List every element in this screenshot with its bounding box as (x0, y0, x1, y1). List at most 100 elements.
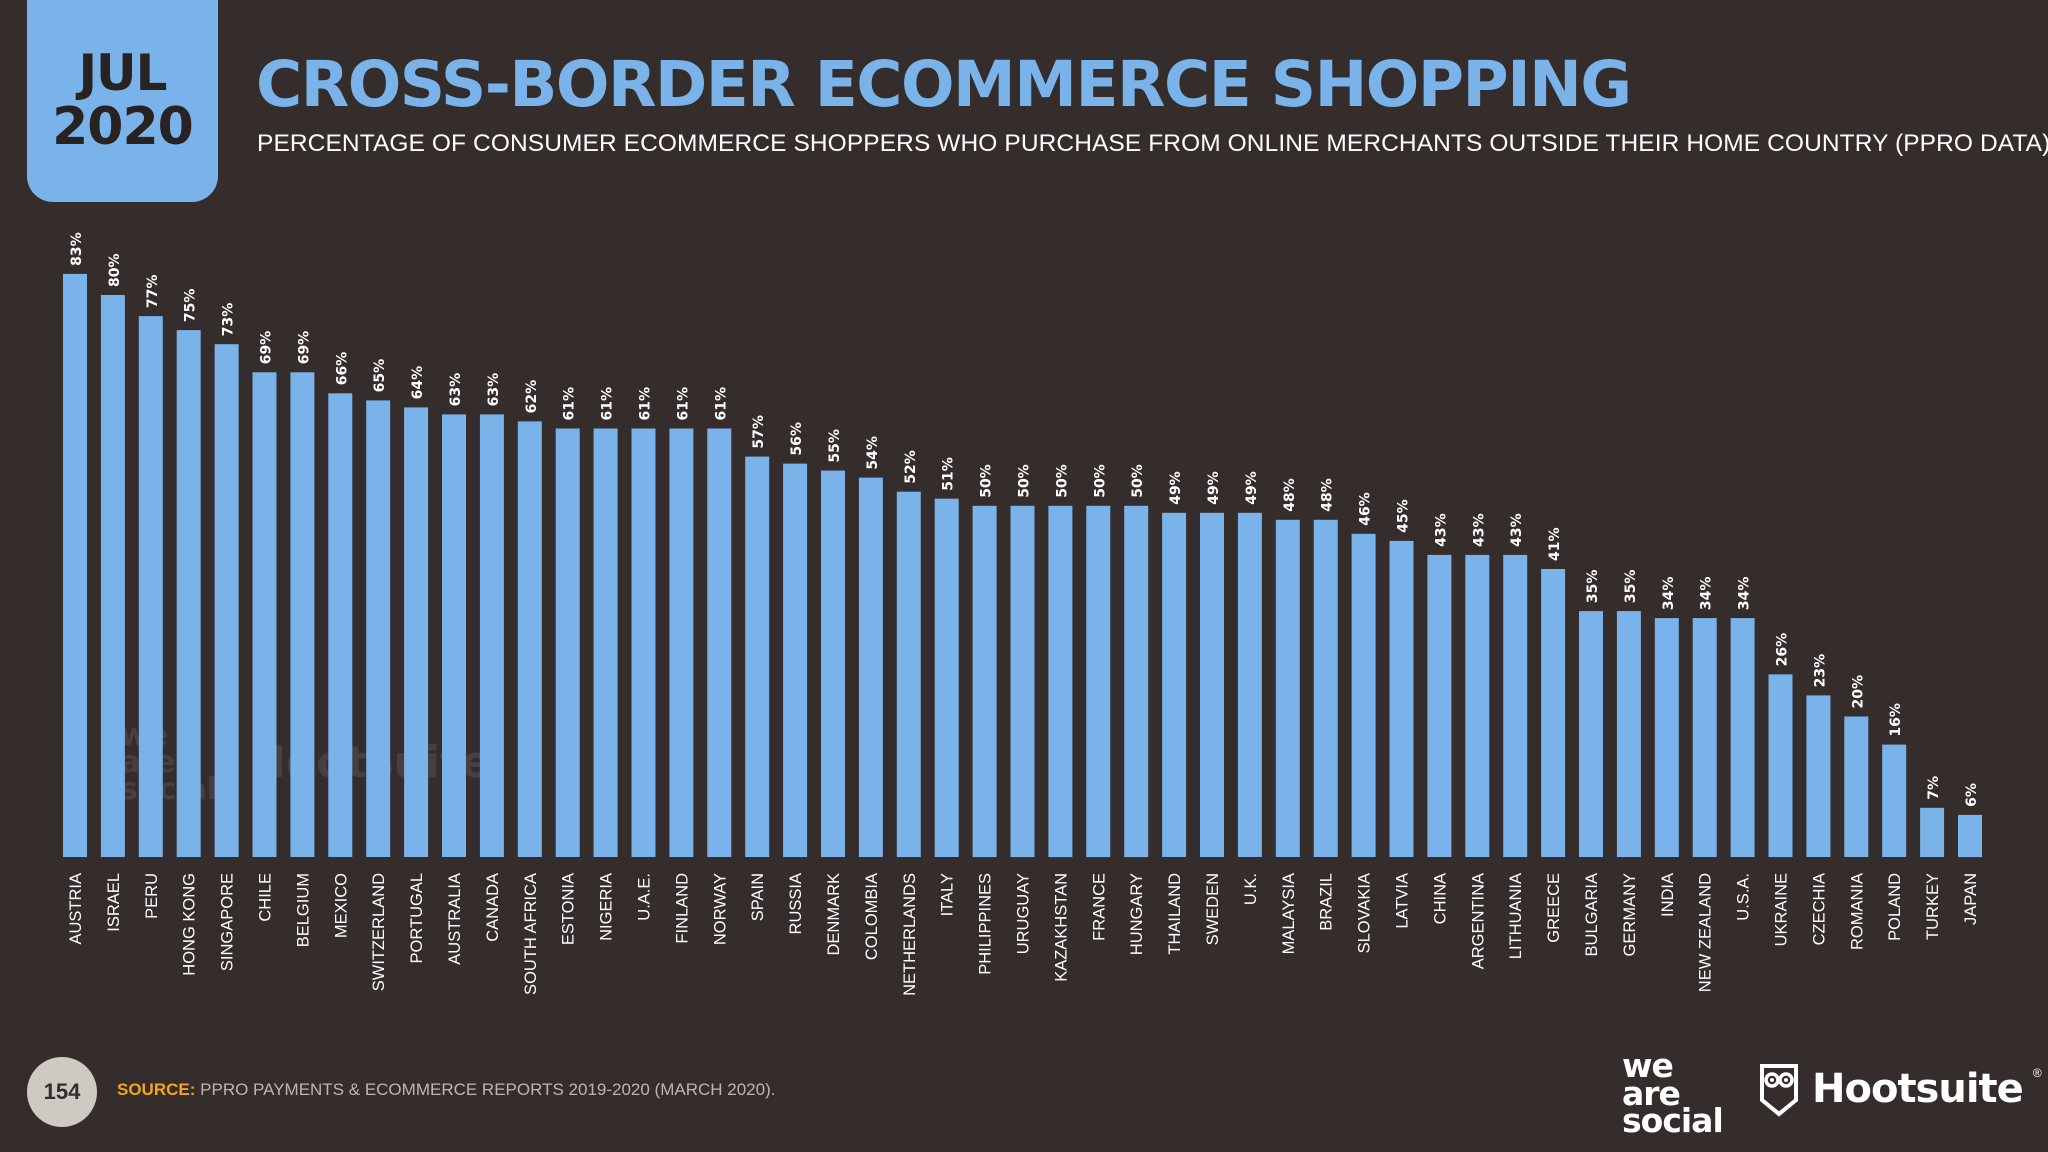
bar-chile (252, 372, 277, 857)
category-label: PORTUGAL (408, 873, 426, 963)
value-label: 62% (524, 380, 540, 414)
category-label: CANADA (484, 873, 502, 942)
bar-romania (1844, 716, 1869, 857)
value-label: 49% (1168, 471, 1184, 505)
value-label: 49% (1206, 471, 1222, 505)
date-badge: JUL 2020 (27, 0, 218, 202)
bar-bulgaria (1579, 611, 1603, 857)
category-label: NETHERLANDS (901, 873, 919, 996)
category-label: ITALY (939, 873, 957, 916)
value-label: 61% (675, 387, 691, 421)
hootsuite-name: Hootsuite (1812, 1066, 2024, 1112)
value-label: 51% (941, 457, 957, 491)
value-label: 75% (183, 289, 199, 323)
value-label: 20% (1850, 675, 1866, 709)
date-year: 2020 (52, 96, 194, 157)
value-label: 35% (1585, 570, 1601, 604)
bar-kazakhstan (1048, 505, 1073, 858)
we-are-social-logo: we are social (1622, 1046, 1724, 1141)
category-label: SWITZERLAND (370, 873, 388, 991)
value-label: 69% (259, 331, 275, 365)
category-label: SWEDEN (1204, 873, 1222, 945)
category-label: SOUTH AFRICA (522, 873, 540, 995)
category-label: URUGUAY (1015, 873, 1033, 954)
category-label: NEW ZEALAND (1697, 873, 1715, 992)
value-label: 34% (1737, 577, 1753, 611)
bar-u-a-e (631, 428, 656, 857)
value-label: 26% (1775, 633, 1791, 667)
category-label: ROMANIA (1848, 873, 1866, 950)
category-label: CHINA (1431, 873, 1449, 924)
bar-spain (745, 456, 770, 857)
bar-australia (442, 414, 466, 857)
bar-italy (934, 498, 959, 857)
bar-switzerland (366, 400, 391, 857)
page-number: 154 (27, 1057, 97, 1127)
category-label: U.S.A. (1735, 873, 1753, 921)
value-label: 63% (486, 373, 502, 407)
bar-france (1086, 505, 1111, 858)
bar-lithuania (1503, 554, 1528, 857)
category-label: MALAYSIA (1280, 873, 1298, 954)
category-label: FRANCE (1090, 873, 1108, 941)
bar-philippines (972, 505, 997, 858)
page-subtitle: PERCENTAGE OF CONSUMER ECOMMERCE SHOPPER… (257, 130, 2048, 157)
bar-poland (1882, 744, 1907, 857)
page-title: CROSS-BORDER ECOMMERCE SHOPPING (256, 48, 1632, 121)
value-label: 50% (1054, 464, 1070, 498)
source-label: SOURCE: (117, 1080, 196, 1099)
bar-peru (138, 316, 163, 858)
category-label: AUSTRALIA (446, 873, 464, 965)
value-label: 54% (865, 436, 881, 470)
bar-greece (1541, 569, 1566, 857)
bar-norway (707, 428, 732, 857)
bar-china (1427, 554, 1452, 857)
category-label: MEXICO (332, 873, 350, 938)
category-label: THAILAND (1166, 873, 1184, 955)
value-label: 41% (1547, 527, 1563, 561)
value-label: 77% (145, 275, 161, 309)
category-label: NORWAY (711, 873, 729, 945)
bar-slovakia (1351, 533, 1376, 857)
value-label: 61% (600, 387, 616, 421)
value-label: 35% (1623, 570, 1639, 604)
category-label: LATVIA (1394, 873, 1412, 929)
category-label: DENMARK (825, 873, 843, 956)
category-label: PHILIPPINES (977, 873, 995, 975)
category-label: U.A.E. (636, 873, 654, 921)
category-label: BELGIUM (294, 873, 312, 947)
bar-israel (100, 295, 125, 857)
bar-czechia (1806, 695, 1831, 857)
value-label: 48% (1320, 478, 1336, 512)
category-label: GERMANY (1621, 873, 1639, 956)
value-label: 34% (1661, 577, 1677, 611)
bar-ukraine (1768, 674, 1793, 858)
category-label: HONG KONG (181, 873, 199, 976)
value-label: 57% (751, 415, 767, 449)
value-label: 50% (1092, 464, 1108, 498)
bar-japan (1958, 814, 1982, 858)
category-label: FINLAND (673, 873, 691, 944)
category-label: SLOVAKIA (1356, 873, 1374, 953)
bar-argentina (1465, 554, 1490, 857)
value-label: 46% (1358, 492, 1374, 526)
bar-nigeria (593, 428, 618, 857)
bar-malaysia (1275, 519, 1300, 857)
value-label: 80% (107, 253, 123, 287)
category-label: SINGAPORE (219, 873, 237, 971)
value-label: 6% (1964, 783, 1980, 807)
hootsuite-logo: Hootsuite ® (1756, 1060, 2042, 1118)
value-label: 43% (1433, 513, 1449, 547)
category-label: GREECE (1545, 873, 1563, 943)
bar-austria (63, 273, 87, 857)
value-label: 52% (903, 450, 919, 484)
value-label: 16% (1888, 703, 1904, 737)
value-label: 34% (1699, 577, 1715, 611)
value-label: 65% (372, 359, 388, 393)
category-label: PERU (143, 873, 161, 919)
value-label: 83% (69, 232, 85, 266)
bar-hong-kong (176, 330, 201, 858)
bar-u-s-a (1730, 618, 1755, 857)
hootsuite-registered: ® (2032, 1066, 2042, 1080)
category-label: POLAND (1886, 873, 1904, 941)
